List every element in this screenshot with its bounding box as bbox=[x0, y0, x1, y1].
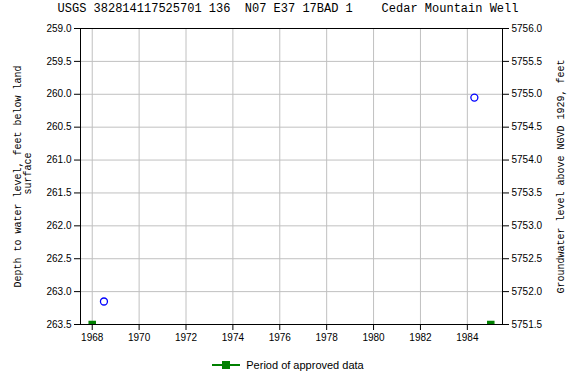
svg-text:1972: 1972 bbox=[175, 332, 198, 343]
svg-text:263.0: 263.0 bbox=[46, 286, 71, 297]
svg-text:Groundwater level above NGVD 1: Groundwater level above NGVD 1929, feet bbox=[556, 59, 567, 293]
svg-text:263.5: 263.5 bbox=[46, 319, 71, 330]
svg-text:1980: 1980 bbox=[362, 332, 385, 343]
svg-text:5755.5: 5755.5 bbox=[512, 56, 543, 67]
svg-text:262.0: 262.0 bbox=[46, 220, 71, 231]
svg-text:1978: 1978 bbox=[316, 332, 339, 343]
svg-text:1968: 1968 bbox=[81, 332, 104, 343]
svg-text:1974: 1974 bbox=[222, 332, 245, 343]
svg-text:1970: 1970 bbox=[128, 332, 151, 343]
svg-text:5753.0: 5753.0 bbox=[512, 220, 543, 231]
svg-text:5752.0: 5752.0 bbox=[512, 286, 543, 297]
svg-text:5752.5: 5752.5 bbox=[512, 253, 543, 264]
svg-text:260.5: 260.5 bbox=[46, 121, 71, 132]
svg-text:260.0: 260.0 bbox=[46, 88, 71, 99]
svg-text:5751.5: 5751.5 bbox=[512, 319, 543, 330]
svg-text:Depth to water level, feet bel: Depth to water level, feet below land su… bbox=[13, 65, 34, 287]
svg-text:259.5: 259.5 bbox=[46, 56, 71, 67]
svg-text:5754.0: 5754.0 bbox=[512, 154, 543, 165]
svg-text:262.5: 262.5 bbox=[46, 253, 71, 264]
html-text:USGS 382814117525701 136 N07 E: USGS 382814117525701 136 N07 E37 17BAD 1… bbox=[57, 2, 519, 16]
svg-text:5754.5: 5754.5 bbox=[512, 121, 543, 132]
svg-text:5755.0: 5755.0 bbox=[512, 88, 543, 99]
svg-text:259.0: 259.0 bbox=[46, 23, 71, 34]
svg-text:1984: 1984 bbox=[456, 332, 479, 343]
svg-text:5753.5: 5753.5 bbox=[512, 187, 543, 198]
svg-text:261.0: 261.0 bbox=[46, 154, 71, 165]
svg-text:1976: 1976 bbox=[269, 332, 292, 343]
svg-text:261.5: 261.5 bbox=[46, 187, 71, 198]
html-text:Period of approved data: Period of approved data bbox=[246, 359, 364, 371]
svg-text:1982: 1982 bbox=[409, 332, 432, 343]
svg-text:5756.0: 5756.0 bbox=[512, 23, 543, 34]
